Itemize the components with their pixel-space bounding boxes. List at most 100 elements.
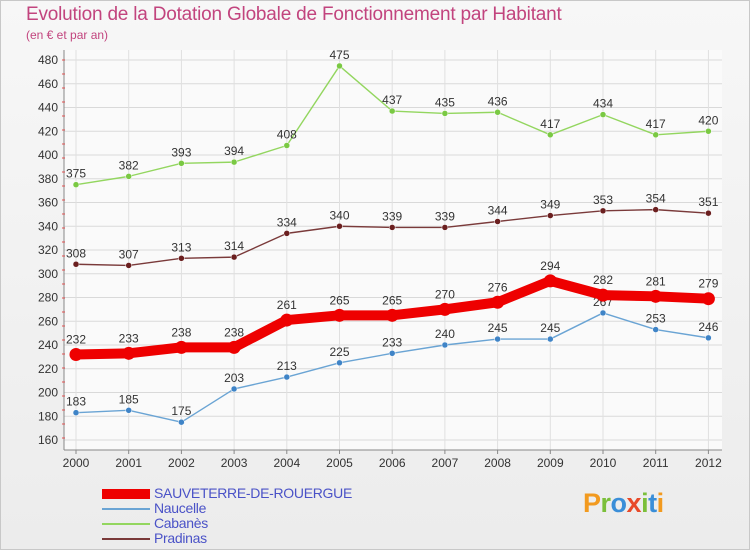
logo-letter: P [583,488,601,518]
data-label: 436 [488,94,508,108]
data-point [336,359,343,367]
data-point [701,292,715,306]
data-point [596,288,610,302]
data-label: 261 [277,298,297,312]
y-tick-label: 340 [38,219,58,233]
data-point [543,274,557,288]
data-point [438,302,452,316]
data-point [178,255,185,262]
data-point [494,218,501,225]
x-tick-label: 2005 [326,456,353,470]
data-point [547,212,554,219]
data-label: 435 [435,95,455,109]
data-point [599,207,607,215]
legend-swatch [102,508,150,510]
data-label: 340 [329,208,349,222]
data-point [283,373,291,381]
data-label: 183 [66,395,86,409]
data-point [388,350,396,357]
data-point [441,110,449,117]
legend-swatch [102,538,150,540]
x-tick-label: 2009 [537,456,564,470]
logo-letter: i [641,488,649,518]
data-point [441,224,449,231]
data-point [333,308,346,322]
data-point [72,409,80,416]
data-label: 339 [435,209,455,223]
data-label: 281 [646,274,666,288]
data-label: 334 [277,215,297,229]
data-point [652,326,659,333]
y-tick-label: 320 [38,243,58,257]
data-label: 351 [698,195,718,209]
data-label: 240 [435,327,455,341]
data-point [385,308,399,322]
data-point [178,418,185,426]
data-label: 203 [224,371,244,385]
y-tick-label: 420 [38,124,58,138]
chart-subtitle: (en € et par an) [26,28,109,42]
logo-letter: r [600,488,612,518]
data-point [491,295,505,309]
logo-letter: o [610,488,628,518]
y-tick-label: 360 [38,196,58,210]
data-point [283,230,291,237]
y-tick-label: 260 [38,314,58,328]
data-label: 314 [224,239,244,253]
data-label: 313 [171,240,191,254]
y-tick-label: 440 [38,101,58,115]
data-label: 353 [593,193,613,207]
y-tick-label: 480 [38,53,58,67]
data-label: 294 [540,259,560,273]
data-label: 253 [646,312,666,326]
data-label: 354 [646,192,666,206]
data-point [388,224,396,231]
data-label: 225 [329,345,349,359]
data-label: 245 [540,321,560,335]
data-label: 246 [698,320,718,334]
x-tick-label: 2000 [63,456,90,470]
data-point [441,341,449,349]
data-point [705,209,712,217]
data-point [547,335,554,343]
data-point [705,334,712,342]
data-point [125,262,132,269]
data-point [652,206,659,213]
data-label: 238 [224,325,244,339]
data-point [494,335,501,343]
data-point [72,261,80,268]
data-point [705,128,712,135]
data-point [652,131,659,139]
x-tick-label: 2003 [221,456,248,470]
data-point [125,407,132,414]
data-label: 437 [382,93,402,107]
data-label: 213 [277,359,297,373]
data-point [283,142,291,149]
data-label: 375 [66,167,86,181]
data-label: 232 [66,333,86,347]
y-tick-label: 240 [38,338,58,352]
legend-label: Pradinas [154,530,207,546]
data-point [599,309,607,317]
x-tick-label: 2012 [695,456,722,470]
data-label: 349 [540,198,560,212]
logo-letter: i [656,488,665,518]
data-point [230,385,238,393]
data-label: 420 [698,113,718,127]
y-tick-label: 380 [38,172,58,186]
data-label: 185 [119,392,139,406]
data-label: 394 [224,144,244,158]
y-tick-label: 300 [38,267,58,281]
data-label: 270 [435,287,455,301]
data-label: 279 [698,277,718,291]
data-label: 308 [66,246,86,260]
logo-letter: x [626,488,642,518]
data-label: 393 [171,145,191,159]
legend-label: Cabanès [154,515,208,531]
data-label: 475 [329,48,349,62]
legend-swatch [102,489,150,499]
data-point [547,131,554,139]
data-point [336,223,343,230]
data-label: 245 [488,321,508,335]
